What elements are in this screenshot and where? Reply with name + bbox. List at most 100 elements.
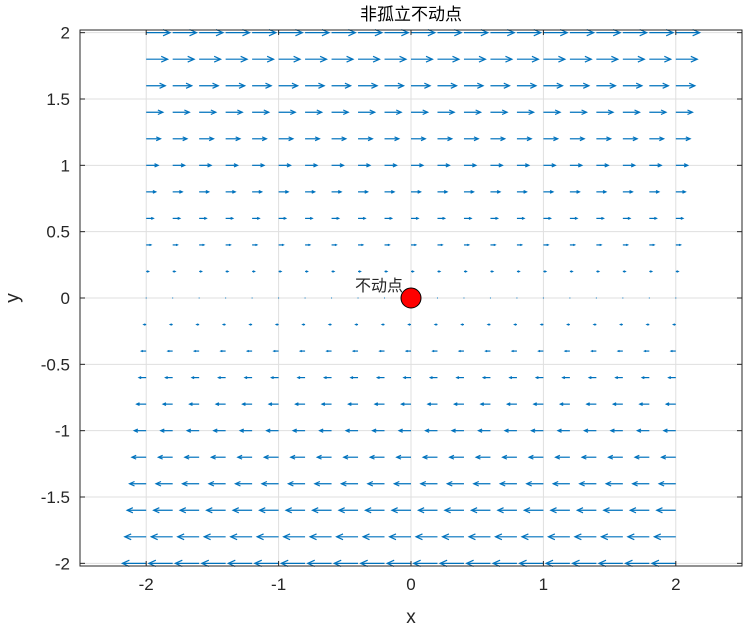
vector-arrow	[166, 349, 173, 353]
vector-arrow	[490, 243, 497, 247]
vector-arrow	[494, 533, 517, 541]
vector-arrow	[516, 28, 543, 37]
vector-arrow	[132, 428, 147, 433]
vector-arrow	[463, 297, 465, 299]
vector-arrow	[252, 270, 256, 273]
vector-field-arrows	[120, 28, 702, 568]
vector-arrow	[225, 190, 237, 194]
vector-arrow	[675, 28, 702, 37]
vector-arrow	[397, 428, 411, 433]
vector-arrow	[358, 109, 377, 116]
vector-arrow	[361, 533, 385, 541]
vector-arrow	[569, 28, 596, 37]
vector-arrow	[549, 507, 570, 514]
vector-arrow	[147, 559, 173, 568]
vector-arrow	[490, 109, 509, 116]
vector-arrow	[622, 297, 624, 299]
vector-arrow	[455, 376, 464, 380]
vector-arrow	[433, 323, 438, 326]
vector-arrow	[596, 163, 610, 168]
vector-arrow	[411, 136, 427, 142]
vector-arrow	[543, 55, 567, 63]
vector-arrow	[255, 533, 279, 541]
vector-arrow	[516, 163, 531, 168]
vector-arrow	[664, 402, 676, 406]
vector-arrow	[258, 507, 279, 514]
vector-arrow	[516, 109, 536, 116]
vector-arrow	[358, 28, 384, 37]
vector-arrow	[452, 402, 464, 406]
vector-arrow	[516, 190, 528, 194]
vector-arrow	[146, 82, 167, 89]
vector-arrow	[616, 349, 623, 353]
vector-arrow	[542, 297, 544, 299]
vector-arrow	[282, 533, 306, 541]
vector-arrow	[479, 402, 491, 406]
vector-arrow	[411, 28, 437, 37]
vector-arrow	[569, 270, 574, 273]
vector-arrow	[569, 297, 571, 299]
vector-arrow	[569, 216, 579, 220]
vector-arrow	[120, 559, 147, 568]
vector-arrow	[305, 136, 321, 142]
vector-arrow	[384, 190, 396, 194]
vector-arrow	[490, 190, 502, 194]
vector-arrow	[595, 297, 597, 299]
vector-arrow	[265, 428, 279, 433]
vector-arrow	[172, 55, 196, 63]
vector-arrow	[490, 82, 511, 89]
vector-arrow	[135, 402, 147, 406]
vector-arrow	[358, 55, 381, 63]
vector-arrow	[463, 55, 487, 63]
vector-arrow	[490, 163, 504, 168]
vector-arrow	[543, 243, 550, 247]
vector-arrow	[342, 454, 359, 460]
vector-arrow	[384, 82, 406, 89]
vector-arrow	[305, 109, 324, 116]
y-tick-label: 1.5	[46, 90, 70, 109]
vector-arrow	[675, 82, 697, 89]
vector-arrow	[378, 349, 385, 353]
x-tick-label: -1	[271, 575, 286, 594]
vector-arrow	[622, 82, 644, 89]
vector-arrow	[331, 216, 341, 220]
vector-arrow	[199, 55, 223, 63]
vector-arrow	[463, 136, 480, 142]
vector-arrow	[384, 270, 389, 273]
vector-arrow	[311, 507, 332, 514]
vector-arrow	[142, 323, 147, 326]
vector-arrow	[675, 109, 694, 116]
y-tick-label: 0.5	[46, 223, 70, 242]
vector-arrow	[185, 428, 200, 433]
vector-arrow	[404, 349, 411, 353]
vector-arrow	[516, 82, 538, 89]
fixed-point-layer: 不动点	[355, 276, 422, 309]
vector-arrow	[649, 28, 675, 37]
vector-arrow	[463, 270, 468, 273]
vector-arrow	[146, 55, 170, 63]
vector-arrow	[233, 480, 253, 487]
vector-arrow	[400, 402, 411, 406]
vector-arrow	[164, 376, 173, 380]
vector-arrow	[392, 480, 411, 487]
vector-arrow	[543, 190, 555, 194]
vector-arrow	[195, 323, 200, 326]
vector-arrow	[649, 243, 656, 247]
vector-arrow	[437, 82, 459, 89]
vector-arrow	[544, 559, 570, 568]
vector-arrow	[325, 349, 332, 353]
y-tick-label: -0.5	[41, 355, 70, 374]
vector-arrow	[443, 507, 464, 514]
vector-arrow	[569, 163, 584, 168]
vector-arrow	[252, 28, 278, 37]
vector-arrow	[199, 82, 220, 89]
vector-arrow	[199, 109, 218, 116]
vector-arrow	[181, 480, 200, 487]
vector-arrow	[622, 243, 630, 247]
vector-arrow	[463, 216, 473, 220]
vector-arrow	[128, 480, 147, 487]
vector-arrow	[123, 533, 147, 541]
vector-arrow	[238, 428, 253, 433]
vector-arrow	[649, 136, 666, 142]
vector-arrow	[411, 82, 432, 89]
